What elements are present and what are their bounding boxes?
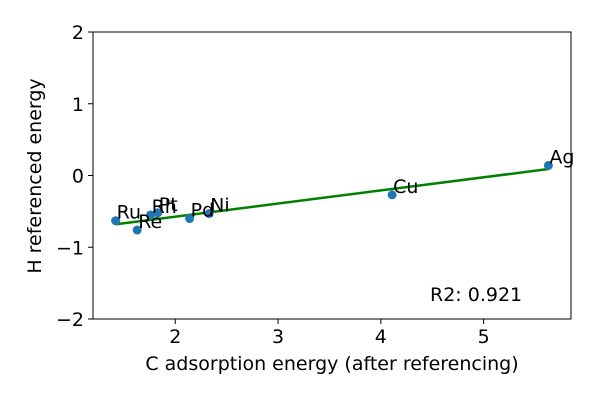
data-point-ni (204, 209, 214, 219)
point-label-pd: Pd (191, 200, 215, 222)
data-point-pt (153, 208, 163, 218)
point-label-ni: Ni (210, 195, 230, 217)
point-label-ag: Ag (549, 146, 574, 168)
point-label-re: Re (138, 211, 162, 233)
point-label-ru: Ru (117, 202, 141, 224)
y-tick-label: −1 (56, 237, 84, 259)
point-label-pt: Pt (159, 194, 178, 216)
x-axis-label: C adsorption energy (after referencing) (145, 353, 518, 375)
x-tick-label: 3 (272, 326, 284, 348)
data-point-pd (185, 214, 195, 224)
x-tick-label: 2 (169, 326, 181, 348)
y-tick-label: 0 (72, 166, 84, 188)
y-tick-label: 1 (72, 94, 84, 116)
y-tick-label: 2 (72, 22, 84, 44)
x-axis-ticks: 2 3 4 5 (169, 319, 490, 348)
point-label-cu: Cu (393, 176, 418, 198)
x-tick-label: 4 (375, 326, 387, 348)
data-point-ru (111, 216, 121, 226)
y-axis-label: H referenced energy (24, 78, 46, 273)
points-layer (111, 160, 553, 235)
r2-annotation: R2: 0.921 (430, 284, 522, 306)
point-label-rh: Rh (152, 196, 177, 218)
data-point-rh (146, 210, 156, 220)
y-axis-ticks: −2 −1 0 1 2 (56, 22, 93, 331)
data-point-ag (543, 160, 553, 170)
y-tick-label: −2 (56, 309, 84, 331)
x-tick-label: 5 (478, 326, 490, 348)
data-point-re (132, 225, 142, 235)
data-point-cu (387, 190, 397, 200)
